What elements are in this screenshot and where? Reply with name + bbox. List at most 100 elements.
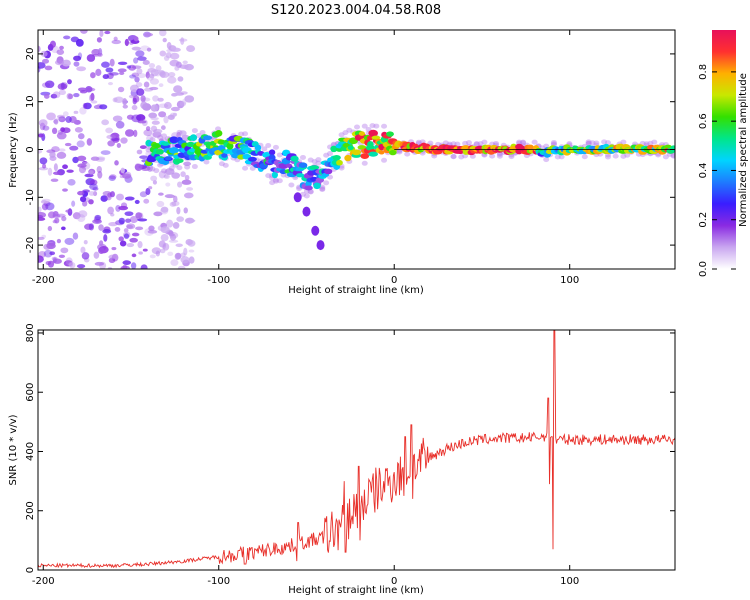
heatmap-cell: [516, 139, 523, 145]
heatmap-cell: [137, 241, 143, 249]
heatmap-cell: [177, 181, 183, 188]
heatmap-cell: [158, 83, 164, 88]
heatmap-cell: [191, 128, 198, 134]
heatmap-cell: [176, 216, 185, 222]
heatmap-cell: [186, 45, 196, 52]
heatmap-cell: [336, 159, 343, 166]
heatmap-cell: [142, 59, 150, 65]
heatmap-cell: [332, 154, 341, 161]
heatmap-cell: [184, 164, 191, 170]
heatmap-cell: [177, 76, 184, 82]
heatmap-cell: [40, 200, 48, 204]
heatmap-cell: [90, 156, 100, 161]
heatmap-cell: [175, 158, 184, 164]
colorbar-label: Normalized spectral amplitude: [738, 73, 749, 227]
heatmap-cell: [60, 247, 69, 254]
y-tick-label: 20: [25, 48, 36, 61]
heatmap-cell: [670, 152, 675, 158]
heatmap-cell: [159, 30, 167, 37]
heatmap-cell: [54, 59, 65, 66]
y-tick-label: -10: [25, 189, 36, 205]
heatmap-cell: [126, 223, 136, 230]
heatmap-cell: [80, 196, 87, 203]
heatmap-cell: [215, 130, 223, 137]
heatmap-cell: [162, 242, 170, 251]
snr-line: [37, 329, 676, 569]
chart-title: S120.2023.004.04.58.R08: [271, 3, 441, 18]
heatmap-cell: [155, 250, 160, 257]
heatmap-cell: [351, 149, 362, 156]
heatmap-cell: [181, 179, 192, 185]
heatmap-cell: [143, 129, 153, 137]
heatmap-cell: [58, 89, 66, 96]
heatmap-cell: [140, 95, 146, 103]
heatmap-cell: [122, 264, 128, 269]
heatmap-cell: [302, 206, 311, 217]
heatmap-cell: [102, 74, 110, 80]
heatmap-cell: [361, 123, 368, 129]
heatmap-cell: [128, 94, 139, 99]
heatmap-cell: [145, 126, 151, 132]
heatmap-cell-group: [38, 30, 675, 269]
heatmap-cell: [361, 160, 368, 166]
heatmap-cell: [38, 217, 46, 221]
heatmap-cell: [98, 224, 104, 231]
heatmap-cell: [184, 63, 194, 71]
heatmap-cell: [38, 250, 47, 258]
heatmap-cell: [144, 32, 154, 37]
heatmap-cell: [550, 139, 557, 145]
heatmap-cell: [135, 82, 143, 88]
heatmap-cell: [167, 76, 177, 84]
heatmap-cell: [293, 192, 302, 203]
heatmap-cell: [203, 159, 210, 165]
heatmap-cell: [106, 134, 116, 140]
heatmap-cell: [132, 97, 137, 105]
heatmap-cell: [554, 154, 561, 160]
heatmap-cell: [367, 141, 374, 148]
heatmap-cell: [146, 74, 155, 81]
colorbar: 0.0 0.2 0.4 0.6 0.8 Normalized spectral ampl…: [698, 30, 749, 277]
heatmap-cell: [67, 178, 76, 186]
heatmap-cell: [242, 131, 249, 137]
heatmap-cell: [199, 129, 206, 135]
heatmap-cell: [585, 140, 592, 146]
heatmap-cell: [164, 168, 175, 175]
heatmap-cell: [643, 141, 650, 147]
heatmap-cell: [94, 261, 105, 266]
heatmap-cell: [58, 148, 66, 152]
heatmap-cell: [73, 93, 80, 98]
x-tick-label: 0: [391, 275, 397, 286]
heatmap-cell: [378, 150, 385, 155]
heatmap-cell: [357, 145, 367, 150]
heatmap-cell: [56, 151, 67, 159]
heatmap-cell: [116, 193, 125, 201]
heatmap-cell: [473, 141, 480, 147]
heatmap-cell: [41, 203, 49, 211]
heatmap-cell: [174, 252, 182, 260]
heatmap-cell: [135, 50, 145, 58]
heatmap-cell: [133, 36, 139, 42]
heatmap-cell: [38, 255, 44, 263]
heatmap-cell: [78, 210, 88, 218]
heatmap-cell: [99, 104, 108, 110]
heatmap-cell: [101, 61, 110, 68]
heatmap-cell: [43, 93, 50, 99]
heatmap-cell: [369, 123, 376, 129]
heatmap-cell: [181, 134, 190, 142]
heatmap-cell: [110, 137, 120, 141]
heatmap-cell: [149, 137, 156, 143]
heatmap-cell: [155, 149, 164, 155]
heatmap-cell: [150, 175, 158, 182]
heatmap-cell: [272, 177, 279, 183]
heatmap-cell: [59, 45, 64, 50]
heatmap-cell: [157, 97, 164, 102]
heatmap-cell: [115, 120, 125, 129]
heatmap-cell: [171, 92, 179, 97]
heatmap-cell: [76, 140, 85, 148]
heatmap-cell: [143, 81, 150, 88]
heatmap-cell: [265, 173, 272, 179]
heatmap-cell: [304, 185, 313, 191]
heatmap-cell: [180, 171, 186, 178]
heatmap-cell: [388, 150, 397, 156]
